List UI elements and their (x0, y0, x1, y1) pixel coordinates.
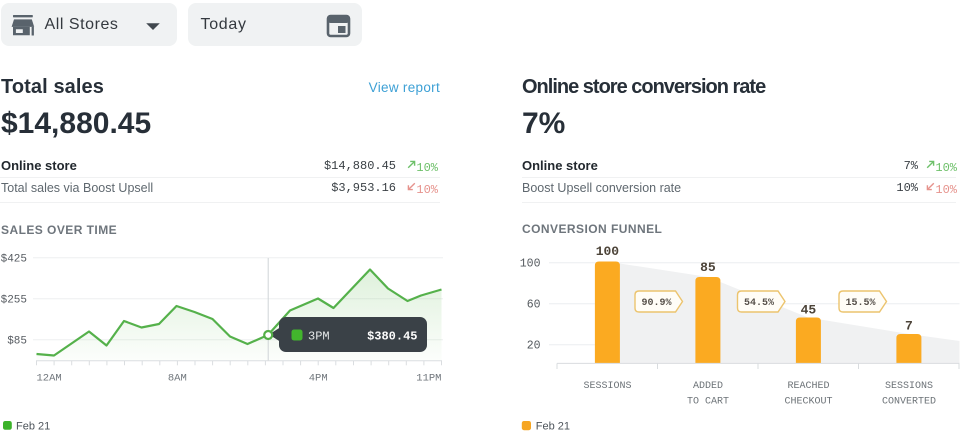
svg-text:11PM: 11PM (416, 373, 441, 385)
svg-text:8AM: 8AM (168, 373, 187, 385)
svg-text:SESSIONS: SESSIONS (583, 381, 631, 392)
svg-text:4PM: 4PM (309, 373, 328, 385)
svg-text:100: 100 (596, 244, 620, 259)
svg-text:45: 45 (801, 303, 817, 318)
svg-text:TO CART: TO CART (687, 397, 729, 408)
svg-text:CONVERTED: CONVERTED (882, 397, 936, 408)
svg-text:CHECKOUT: CHECKOUT (784, 397, 832, 408)
svg-text:20: 20 (527, 339, 541, 352)
svg-text:54.5%: 54.5% (744, 298, 774, 309)
svg-text:$85: $85 (7, 336, 27, 348)
svg-text:$425: $425 (1, 254, 27, 266)
svg-text:100: 100 (520, 258, 541, 271)
svg-text:85: 85 (700, 260, 716, 275)
svg-text:7: 7 (905, 319, 913, 334)
svg-text:REACHED: REACHED (787, 381, 829, 392)
svg-text:SESSIONS: SESSIONS (885, 381, 933, 392)
svg-text:90.9%: 90.9% (642, 298, 672, 309)
svg-text:3PM: 3PM (308, 330, 330, 344)
svg-text:$255: $255 (1, 295, 27, 307)
svg-text:Feb 21: Feb 21 (536, 421, 570, 431)
svg-text:$380.45: $380.45 (367, 330, 417, 344)
svg-text:ADDED: ADDED (693, 381, 723, 392)
svg-text:15.5%: 15.5% (846, 298, 876, 309)
svg-text:Feb 21: Feb 21 (16, 421, 50, 431)
svg-text:60: 60 (527, 299, 541, 312)
svg-text:12AM: 12AM (37, 373, 62, 385)
